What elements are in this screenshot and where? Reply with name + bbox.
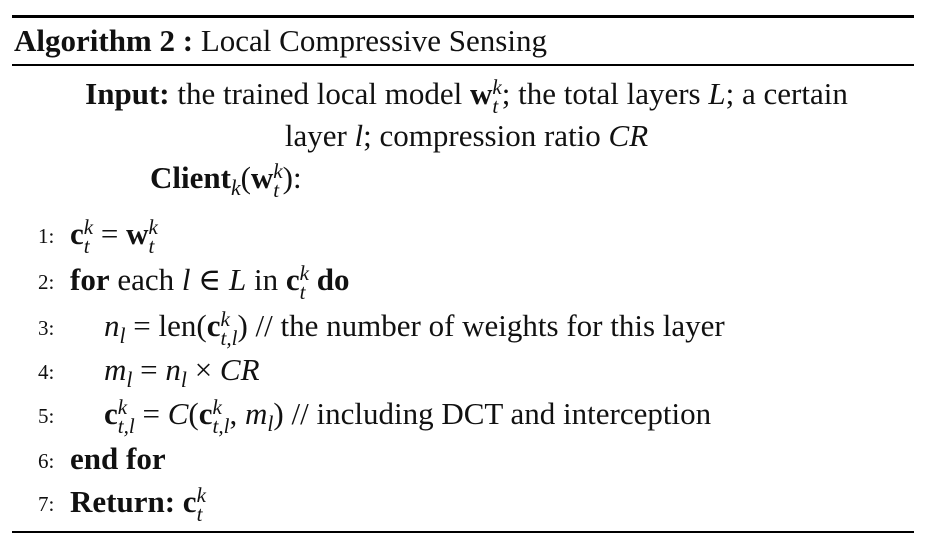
input-CR: CR bbox=[608, 118, 649, 153]
client-header: Clientk(w k t): bbox=[150, 160, 302, 200]
input-l: l bbox=[354, 118, 364, 153]
client-open: ( bbox=[240, 160, 251, 195]
client-close: ): bbox=[282, 160, 302, 195]
client-w: w bbox=[250, 160, 274, 195]
input-line-1: Input: the trained local model w k t; the … bbox=[0, 76, 933, 116]
algorithm-label: Algorithm 2 : bbox=[14, 23, 194, 58]
client-sub: k bbox=[230, 176, 241, 201]
input-text-1: the trained local model bbox=[177, 76, 471, 111]
input-text-2: ; the total layers bbox=[501, 76, 709, 111]
middle-rule bbox=[12, 64, 914, 66]
input-L: L bbox=[708, 76, 726, 111]
input-text-3: ; a certain bbox=[725, 76, 848, 111]
input-w: w bbox=[470, 76, 493, 111]
top-rule bbox=[12, 15, 914, 18]
algorithm-title: Algorithm 2 : Local Compressive Sensing bbox=[14, 18, 547, 64]
input-line-2: layer l; compression ratio CR bbox=[0, 118, 933, 154]
algorithm-name: Local Compressive Sensing bbox=[200, 23, 547, 58]
input-label: Input: bbox=[85, 76, 170, 111]
input-text-5: ; compression ratio bbox=[363, 118, 609, 153]
client-label: Client bbox=[150, 160, 231, 195]
bottom-rule bbox=[12, 531, 914, 533]
input-text-4: layer bbox=[284, 118, 355, 153]
